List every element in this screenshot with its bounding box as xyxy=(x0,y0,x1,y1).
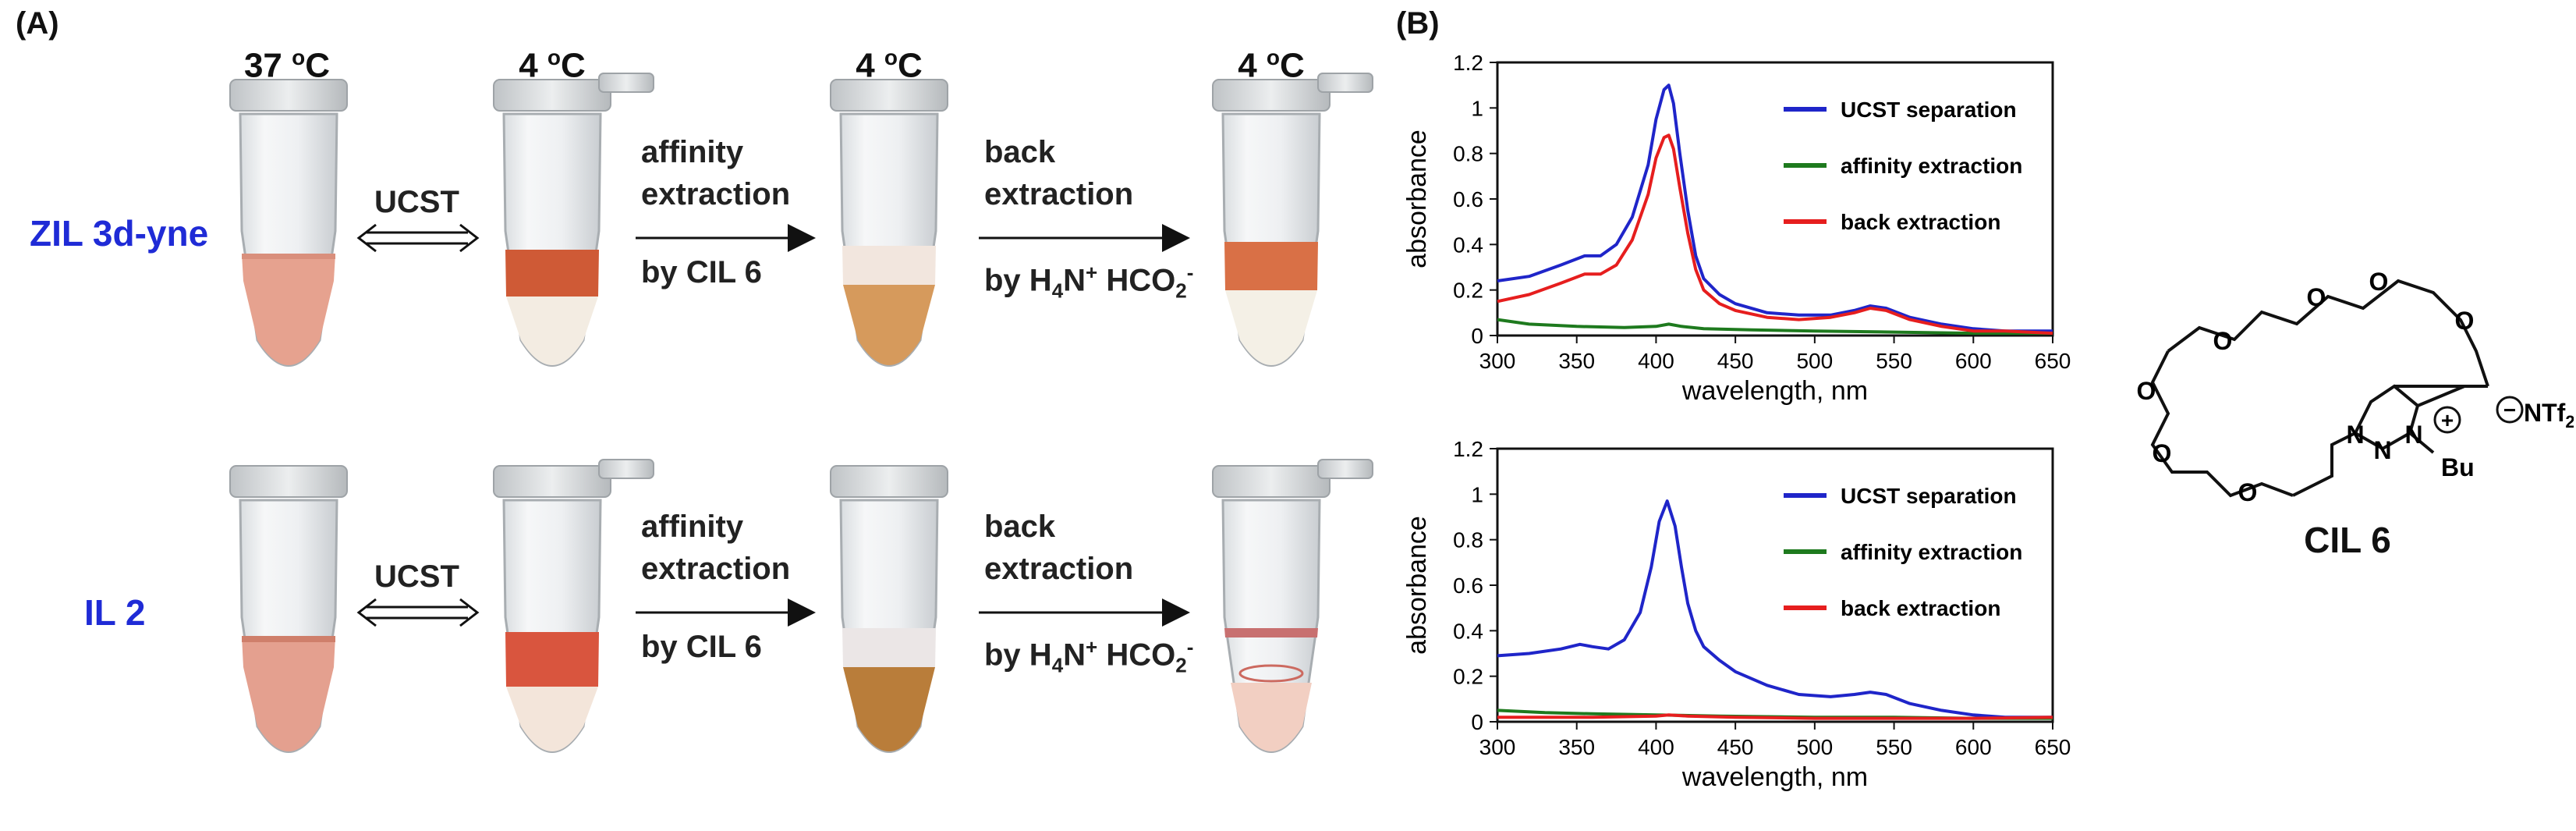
atom-o-1: O xyxy=(2213,327,2233,355)
x-tick-label: 650 xyxy=(2035,349,2071,373)
y-tick-label: 1 xyxy=(1471,96,1483,120)
x-tick-label: 400 xyxy=(1638,349,1674,373)
ucst-double-arrow-2 xyxy=(356,598,480,627)
x-tick-label: 550 xyxy=(1876,735,1912,759)
back-extraction-label-2: back extraction by H4N+ HCO2- xyxy=(984,510,1194,677)
tube-r2-4 xyxy=(1212,459,1373,753)
panel-a-label: (A) xyxy=(16,6,59,41)
x-tick-label: 600 xyxy=(1955,735,1992,759)
y-tick-label: 0.4 xyxy=(1453,233,1483,257)
x-tick-label: 600 xyxy=(1955,349,1992,373)
y-tick-label: 1.2 xyxy=(1453,437,1483,461)
series-line-affinity-extraction xyxy=(1497,318,2053,336)
butyl-label: Bu xyxy=(2441,453,2475,481)
temp-label-2: 4 oC xyxy=(519,45,586,85)
y-axis-label: absorbance xyxy=(1402,130,1432,268)
temp-label-4: 4 oC xyxy=(1238,45,1305,85)
ucst-label-1: UCST xyxy=(374,185,459,219)
absorbance-chart-bottom: 300 350 400 450 500 550 600 650 0 0.2 0.4 0.6 0.8 1 1.… xyxy=(1402,437,2071,792)
series-line-ucst-separation xyxy=(1497,83,2053,333)
y-tick-label: 0.8 xyxy=(1453,142,1483,166)
row-label-zil: ZIL 3d-yne xyxy=(30,213,209,254)
x-tick-label: 550 xyxy=(1876,349,1912,373)
y-tick-label: 0.4 xyxy=(1453,619,1483,643)
row-label-il2: IL 2 xyxy=(84,592,146,633)
atom-o-2: O xyxy=(2307,283,2326,311)
series-line-back-extraction xyxy=(1497,133,2053,336)
atom-o-4: O xyxy=(2455,307,2475,335)
tube-r2-1 xyxy=(229,465,348,753)
x-tick-label: 450 xyxy=(1717,349,1754,373)
y-tick-label: 1.2 xyxy=(1453,51,1483,75)
cil6-structure: O O O O O O O N N N + Bu − NTf2 xyxy=(2137,268,2574,506)
absorbance-chart-top: 300 350 400 450 500 550 600 650 0 0.2 0.4 0.6 0.8 1 1.… xyxy=(1402,51,2071,406)
temp-label-3: 4 oC xyxy=(856,45,923,85)
x-axis-label: wavelength, nm xyxy=(1681,762,1868,792)
x-tick-label: 300 xyxy=(1479,349,1516,373)
atom-o-5: O xyxy=(2137,377,2156,405)
ntf2-label: NTf2 xyxy=(2524,399,2574,431)
atom-n-3: N xyxy=(2404,421,2422,449)
y-tick-label: 1 xyxy=(1471,482,1483,506)
atom-o-6: O xyxy=(2153,439,2172,467)
tube-r1-1 xyxy=(229,79,348,367)
y-tick-label: 0 xyxy=(1471,324,1483,348)
y-tick-label: 0.6 xyxy=(1453,574,1483,598)
atom-n-2: N xyxy=(2373,436,2391,464)
atom-o-3: O xyxy=(2369,268,2389,296)
atom-o-7: O xyxy=(2238,478,2258,506)
tube-illustration xyxy=(229,73,1373,753)
legend-label: affinity extraction xyxy=(1841,540,2022,564)
y-tick-label: 0.2 xyxy=(1453,279,1483,303)
ucst-double-arrow-1 xyxy=(356,223,480,253)
y-tick-label: 0 xyxy=(1471,710,1483,734)
y-tick-label: 0.2 xyxy=(1453,665,1483,689)
tube-r1-4 xyxy=(1212,73,1373,367)
y-tick-label: 0.6 xyxy=(1453,187,1483,211)
minus-charge xyxy=(2496,396,2524,424)
x-tick-label: 300 xyxy=(1479,735,1516,759)
x-tick-label: 350 xyxy=(1558,349,1595,373)
x-tick-label: 400 xyxy=(1638,735,1674,759)
x-tick-label: 650 xyxy=(2035,735,2071,759)
legend-label: back extraction xyxy=(1841,596,2000,620)
cil6-label: CIL 6 xyxy=(2304,520,2391,560)
x-tick-label: 500 xyxy=(1796,349,1833,373)
plus-charge xyxy=(2433,406,2461,434)
ucst-label-2: UCST xyxy=(374,559,459,594)
tube-r1-2 xyxy=(493,73,654,367)
tube-r2-3 xyxy=(830,465,948,753)
legend-label: back extraction xyxy=(1841,210,2000,234)
x-tick-label: 450 xyxy=(1717,735,1754,759)
affinity-label-1: affinity extraction by CIL 6 xyxy=(641,135,791,289)
back-extraction-label-1: back extraction by H4N+ HCO2- xyxy=(984,135,1194,303)
y-tick-label: 0.8 xyxy=(1453,528,1483,552)
legend-label: affinity extraction xyxy=(1841,154,2022,178)
x-axis-label: wavelength, nm xyxy=(1681,376,1868,406)
series-line-back-extraction xyxy=(1497,713,2053,720)
crown-ether-bonds xyxy=(2150,279,2489,498)
y-axis-label: absorbance xyxy=(1402,516,1432,655)
tube-r1-3 xyxy=(830,79,948,367)
temp-label-1: 37 oC xyxy=(243,45,331,85)
minus-sign: − xyxy=(2503,398,2516,422)
tube-r2-2 xyxy=(493,459,654,753)
x-tick-label: 350 xyxy=(1558,735,1595,759)
legend-label: UCST separation xyxy=(1841,98,2017,122)
atom-n-1: N xyxy=(2346,421,2364,449)
panel-b-label: (B) xyxy=(1396,6,1440,41)
plus-sign: + xyxy=(2441,408,2454,432)
legend-label: UCST separation xyxy=(1841,484,2017,508)
series-line-ucst-separation xyxy=(1497,499,2053,719)
x-tick-label: 500 xyxy=(1796,735,1833,759)
affinity-label-2: affinity extraction by CIL 6 xyxy=(641,510,791,664)
